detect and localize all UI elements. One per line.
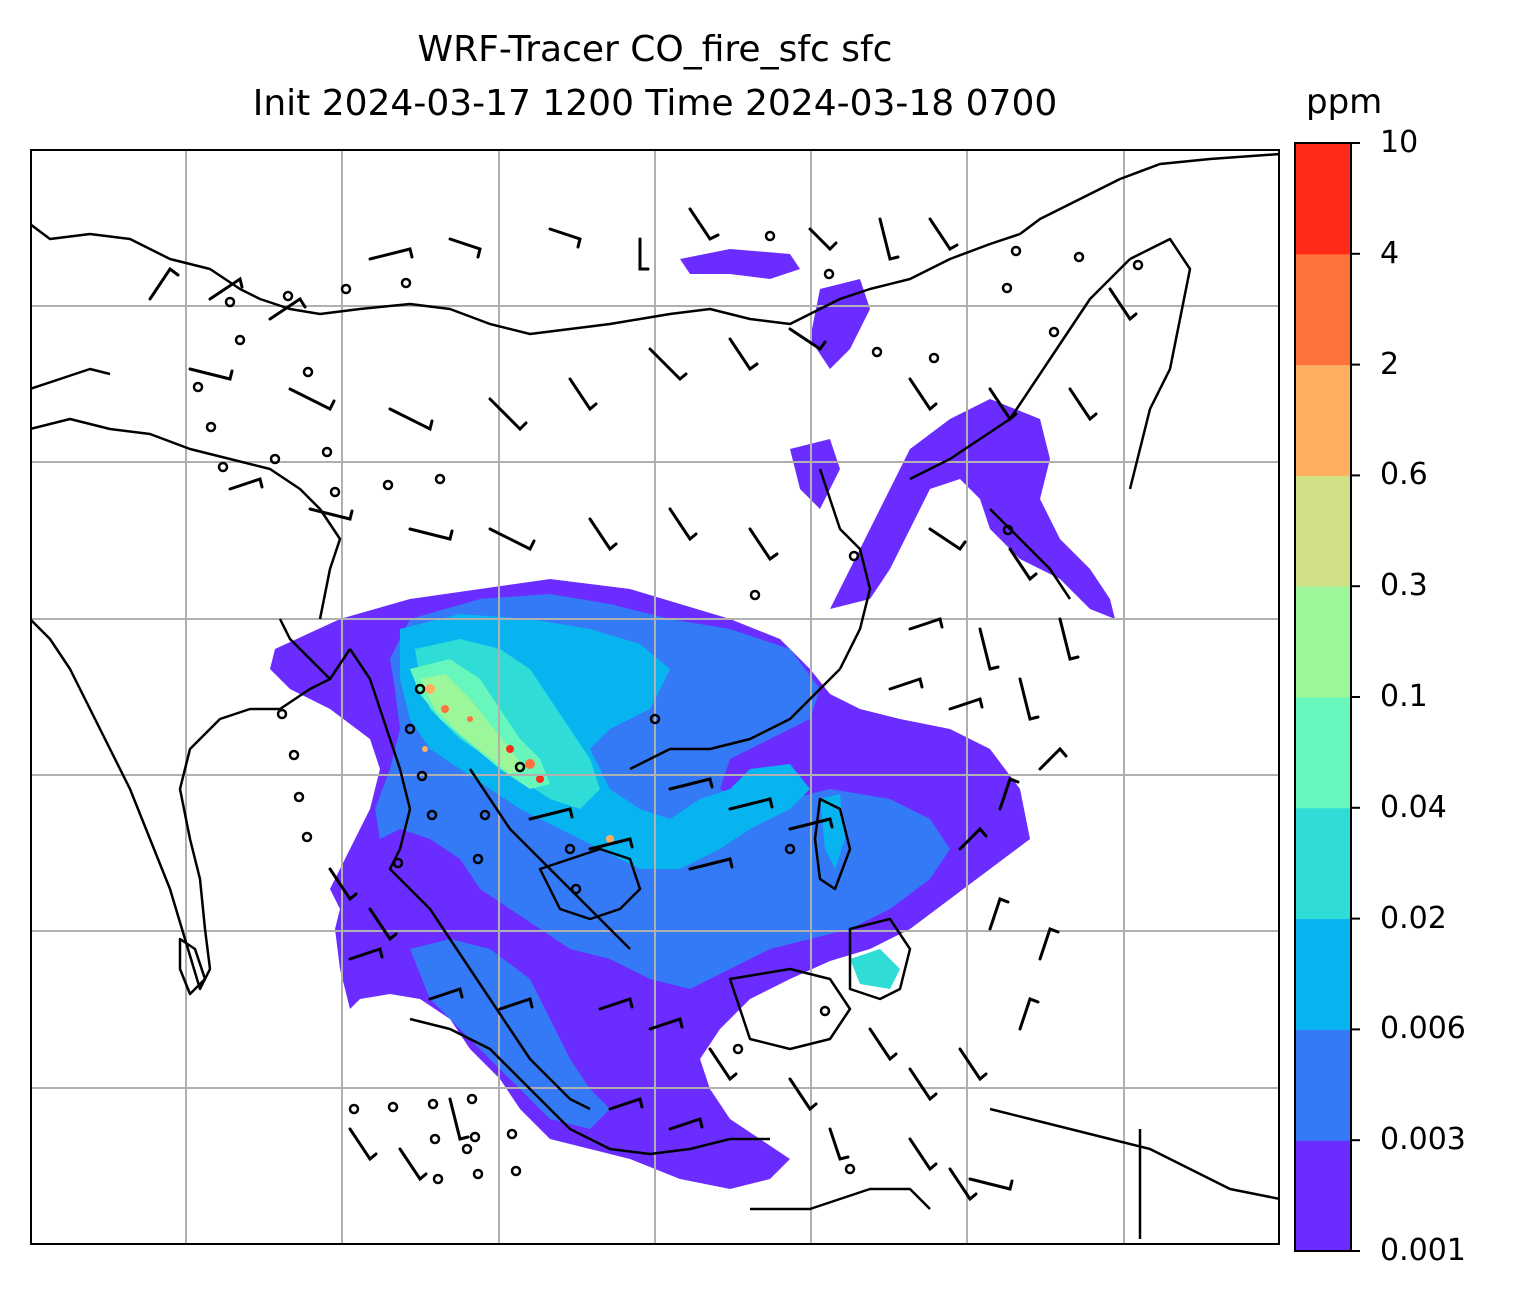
colorbar-unit: ppm	[1306, 82, 1383, 122]
plume-south-0003	[410, 939, 610, 1129]
fire-hotspots	[422, 684, 614, 843]
colorbar-bands	[1295, 143, 1351, 1252]
colorbar-tick-label: 0.003	[1380, 1122, 1466, 1158]
colorbar-band	[1295, 253, 1351, 366]
colorbar-tick-label: 4	[1380, 235, 1400, 271]
map-frame	[30, 149, 1280, 1245]
colorbar-band	[1295, 918, 1351, 1030]
calm-wind-markers	[192, 230, 1144, 1185]
map-panel	[30, 149, 1280, 1245]
colorbar-band	[1295, 364, 1351, 476]
coastlines	[30, 152, 1280, 1239]
colorbar	[1294, 142, 1360, 1252]
colorbar-tick-label: 0.6	[1380, 457, 1428, 493]
colorbar-band	[1295, 586, 1351, 698]
colorbar-band	[1295, 807, 1351, 920]
map-title-line-2: Init 2024-03-17 1200 Time 2024-03-18 070…	[252, 83, 1058, 124]
colorbar-band	[1295, 697, 1351, 809]
plume-philippines	[820, 794, 845, 869]
colorbar-band	[1295, 1140, 1351, 1252]
colorbar-tick-label: 0.3	[1380, 568, 1428, 604]
colorbar-tick-label: 10	[1380, 125, 1419, 160]
map-title-line-1: WRF-Tracer CO_fire_sfc sfc	[417, 29, 893, 70]
colorbar-tick-label: 0.04	[1380, 789, 1447, 825]
colorbar-tick-label: 2	[1380, 346, 1400, 382]
plume-borneo	[850, 949, 900, 989]
plume-north-0001	[680, 249, 870, 509]
colorbar-tick-label: 0.1	[1380, 679, 1428, 714]
colorbar-band	[1295, 143, 1351, 255]
colorbar-tick-label: 0.001	[1380, 1233, 1466, 1268]
wind-barbs	[148, 207, 1138, 1202]
colorbar-band	[1295, 1029, 1351, 1141]
colorbar-tick-label: 0.006	[1380, 1011, 1466, 1047]
colorbar-ticks	[1351, 142, 1360, 1252]
colorbar-band	[1295, 475, 1351, 587]
colorbar-tick-label: 0.02	[1380, 900, 1447, 936]
